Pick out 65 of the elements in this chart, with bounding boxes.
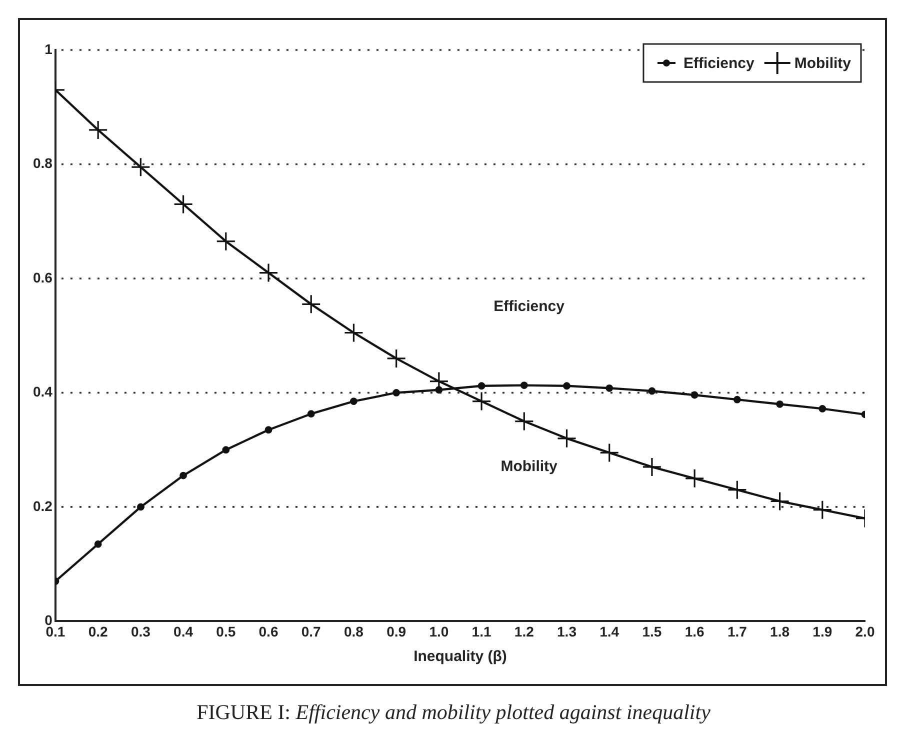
x-tick-label: 1.7 <box>727 623 748 640</box>
x-tick-label: 1.1 <box>472 623 492 640</box>
point <box>350 398 358 405</box>
point <box>733 396 741 404</box>
point <box>435 386 443 394</box>
point <box>88 120 108 140</box>
x-tick-label: 1.4 <box>600 623 620 640</box>
point <box>563 382 570 390</box>
x-tick-label: 0.3 <box>130 623 151 640</box>
point <box>173 194 194 214</box>
y-tick-label: 0.4 <box>32 384 53 400</box>
legend-label: Efficiency <box>683 55 755 72</box>
point <box>258 262 278 283</box>
point <box>264 426 272 434</box>
point <box>690 391 698 399</box>
text: FIGURE I: Efficiency and mobility plotted against inequality <box>196 700 712 725</box>
point <box>130 157 150 177</box>
point <box>472 391 492 412</box>
annotation: Efficiency <box>494 298 566 316</box>
y-tick-label: 0.6 <box>32 269 53 286</box>
y-tick-label: 0.2 <box>32 498 53 514</box>
x-tick-label: 1.5 <box>642 623 662 640</box>
legend-label: Mobility <box>794 55 852 72</box>
point <box>222 446 230 454</box>
x-tick-label: 0.8 <box>344 623 364 640</box>
point <box>520 382 528 389</box>
point <box>180 472 187 480</box>
point <box>648 387 656 395</box>
point <box>344 322 364 343</box>
point <box>216 232 236 252</box>
y-tick-label: 0.8 <box>32 155 53 172</box>
x-axis-title: Inequality (β) <box>414 648 507 666</box>
point <box>94 540 102 548</box>
x-tick-label: 1.0 <box>429 623 449 640</box>
point <box>386 348 406 368</box>
x-tick-label: 0.6 <box>258 623 278 640</box>
x-tick-label: 0.5 <box>216 623 236 640</box>
point <box>136 503 144 511</box>
y-tick-label: 1 <box>44 40 53 57</box>
point <box>776 400 784 408</box>
point <box>514 411 534 432</box>
point <box>770 491 790 512</box>
point <box>642 457 662 477</box>
point <box>600 442 620 462</box>
point <box>301 294 321 314</box>
x-tick-label: 1.3 <box>557 623 577 640</box>
point <box>392 389 400 396</box>
annotation: Mobility <box>500 458 558 476</box>
x-tick-label: 1.9 <box>812 623 832 640</box>
point <box>812 500 832 520</box>
x-tick-label: 0.4 <box>174 623 194 640</box>
x-tick-label: 0.2 <box>88 623 108 640</box>
x-tick-label: 2.0 <box>855 623 875 640</box>
point <box>727 480 747 500</box>
x-tick-label: 0.9 <box>386 623 406 640</box>
point <box>818 405 826 412</box>
point <box>556 428 577 448</box>
point <box>307 410 315 418</box>
x-tick-label: 1.2 <box>514 623 534 640</box>
x-tick-label: 1.6 <box>684 623 705 640</box>
x-tick-label: 1.8 <box>770 623 790 640</box>
x-tick-label: 0.7 <box>301 623 322 640</box>
point <box>606 384 614 392</box>
point <box>684 468 704 488</box>
point <box>478 382 486 390</box>
